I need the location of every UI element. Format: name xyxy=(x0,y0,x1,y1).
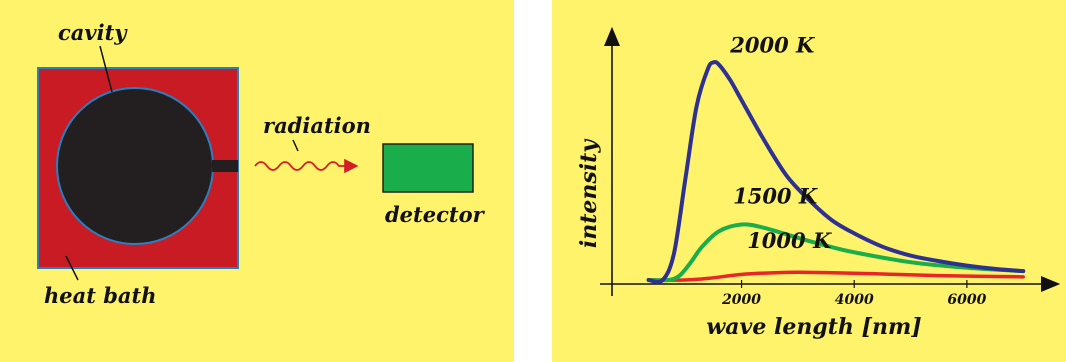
y-axis-label: intensity xyxy=(576,138,602,248)
detector xyxy=(382,143,474,193)
curve-label-1000k: 1000 K xyxy=(747,228,832,253)
detector-label: detector xyxy=(385,202,486,227)
spectrum-chart-panel: 2000 4000 6000 1000 K 1500 K 2000 K intensit… xyxy=(552,0,1066,362)
curve-2000k xyxy=(646,60,1026,284)
spectrum-chart: 2000 4000 6000 1000 K 1500 K 2000 K intensit… xyxy=(576,26,1061,340)
x-tick-label-2000: 2000 xyxy=(721,292,761,308)
curve-label-2000k: 2000 K xyxy=(729,32,815,57)
cavity xyxy=(56,87,214,245)
radiation-label: radiation xyxy=(263,113,371,138)
heat-bath-pointer xyxy=(65,255,79,281)
x-tick-label-4000: 4000 xyxy=(835,292,874,308)
x-tick-label-6000: 6000 xyxy=(947,292,986,308)
cavity-diagram-panel: cavity radiation detector heat bath xyxy=(0,0,514,362)
radiation-pointer xyxy=(292,139,299,152)
cavity-diagram: cavity radiation detector heat bath xyxy=(37,20,486,308)
cavity-opening xyxy=(212,160,238,172)
curve-1000k xyxy=(646,270,1025,282)
x-axis-label: wave length [nm] xyxy=(706,314,921,340)
cavity-pointer xyxy=(99,45,113,93)
radiation-wave xyxy=(254,158,359,174)
heat-bath-label: heat bath xyxy=(44,283,157,308)
curve-1500k xyxy=(646,222,1026,283)
curve-label-1500k: 1500 K xyxy=(733,183,818,208)
cavity-label: cavity xyxy=(58,20,128,45)
